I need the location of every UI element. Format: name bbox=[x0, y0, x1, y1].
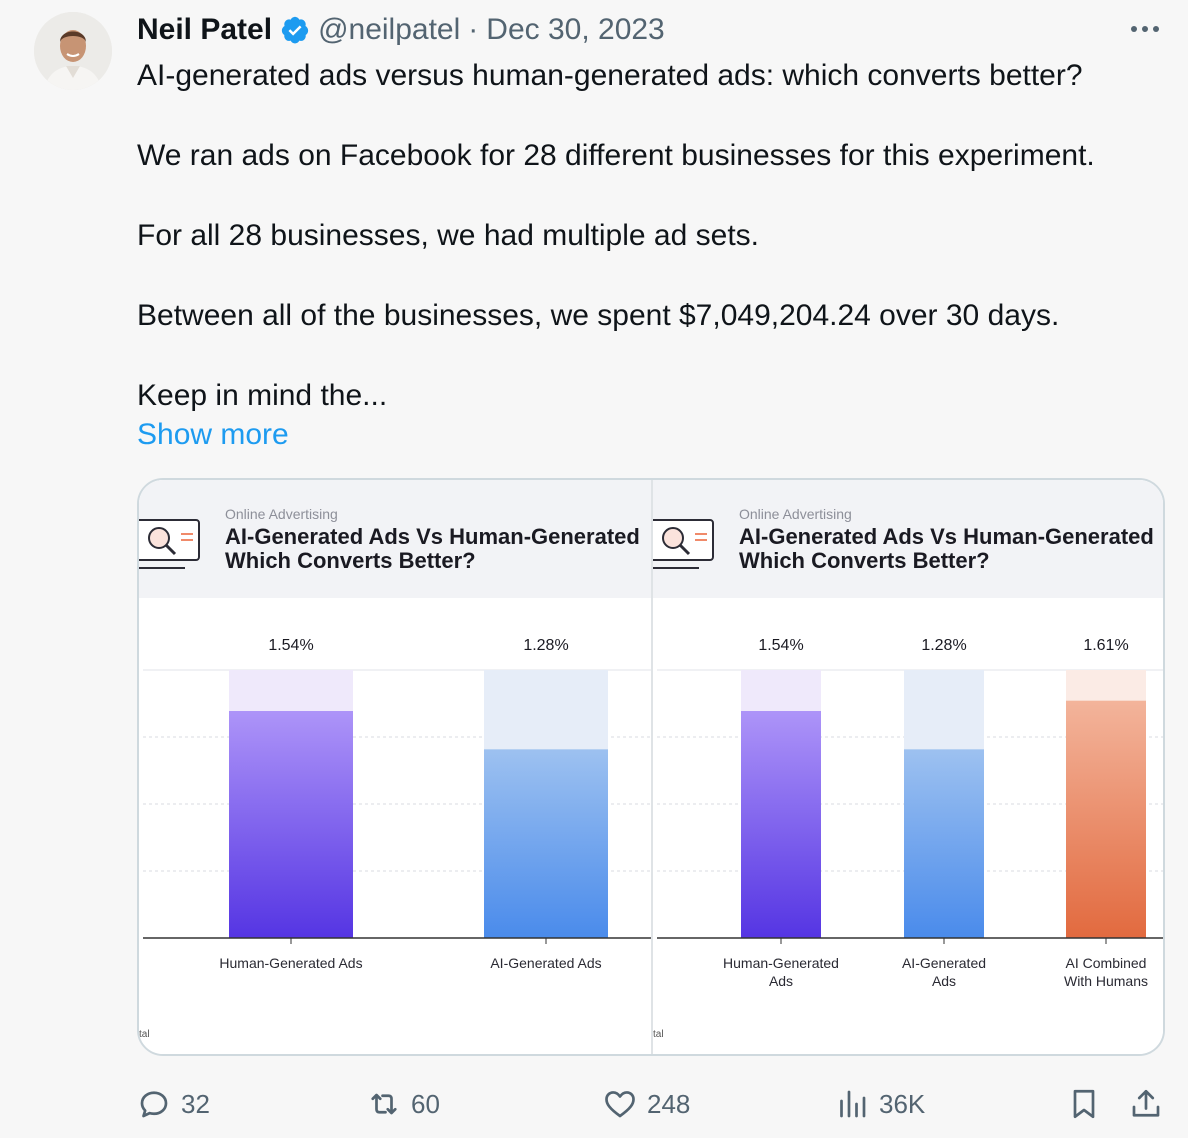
view-count: 36K bbox=[879, 1088, 926, 1119]
cut-label: tal bbox=[139, 1029, 150, 1040]
chart-title: AI-Generated Ads Vs Human-Generated Whic… bbox=[739, 525, 1154, 573]
cut-label: tal bbox=[653, 1029, 664, 1040]
tweet-line: Keep in mind the... bbox=[137, 379, 388, 412]
author-name[interactable]: Neil Patel bbox=[137, 13, 273, 46]
tweet-line bbox=[137, 176, 1147, 216]
media-attachment[interactable]: Online Advertising AI-Generated Ads Vs H… bbox=[137, 478, 1165, 1056]
bar-chart-left: 1.54% Human-Generated Ads 1.28% AI-Generate… bbox=[143, 637, 651, 971]
chart-title-line: AI-Generated Ads Vs Human-Generated bbox=[225, 524, 640, 549]
reply-button[interactable]: 32 bbox=[136, 1080, 210, 1128]
category-label: Human-Generated Ads bbox=[219, 955, 362, 971]
chart-title: AI-Generated Ads Vs Human-Generated Whic… bbox=[225, 525, 640, 573]
bar bbox=[229, 711, 353, 938]
value-label: 1.28% bbox=[523, 637, 568, 654]
monitor-search-icon bbox=[653, 519, 714, 569]
tweet-date[interactable]: Dec 30, 2023 bbox=[486, 13, 665, 46]
bar bbox=[484, 749, 608, 938]
tweet-line: We ran ads on Facebook for 28 different … bbox=[137, 139, 1095, 172]
profile-photo bbox=[34, 12, 112, 90]
tweet-line: For all 28 businesses, we had multiple a… bbox=[137, 219, 759, 252]
value-label: 1.28% bbox=[921, 637, 966, 654]
category-label: AI-Generated bbox=[902, 955, 986, 971]
chart-title-line: Which Converts Better? bbox=[739, 548, 990, 573]
monitor-search-icon bbox=[139, 519, 200, 569]
author-handle[interactable]: @neilpatel bbox=[318, 13, 461, 46]
tweet-text: AI-generated ads versus human-generated … bbox=[137, 56, 1147, 416]
bookmark-icon bbox=[1073, 1089, 1095, 1119]
tweet-line bbox=[137, 336, 1147, 376]
value-label: 1.54% bbox=[758, 637, 803, 654]
tweet-actions: 32 60 248 36K bbox=[0, 1080, 1188, 1128]
repost-icon bbox=[371, 1093, 397, 1115]
views-button[interactable]: 36K bbox=[834, 1080, 925, 1128]
category-label: Human-Generated bbox=[723, 955, 839, 971]
reply-count: 32 bbox=[181, 1088, 210, 1119]
like-button[interactable]: 248 bbox=[602, 1080, 690, 1128]
chart-title-line: AI-Generated Ads Vs Human-Generated bbox=[739, 524, 1154, 549]
chart-header: Online Advertising AI-Generated Ads Vs H… bbox=[139, 480, 651, 598]
avatar[interactable] bbox=[34, 12, 112, 90]
chart-header: Online Advertising AI-Generated Ads Vs H… bbox=[653, 480, 1163, 598]
repost-button[interactable]: 60 bbox=[366, 1080, 440, 1128]
separator-dot: · bbox=[468, 13, 479, 46]
category-label: AI Combined bbox=[1066, 955, 1147, 971]
like-count: 248 bbox=[647, 1088, 691, 1119]
tweet-line bbox=[137, 256, 1147, 296]
show-more-link[interactable]: Show more bbox=[137, 418, 289, 451]
chart-kicker: Online Advertising bbox=[739, 506, 852, 522]
share-icon bbox=[1132, 1089, 1160, 1117]
bar bbox=[741, 711, 821, 938]
analytics-icon bbox=[840, 1090, 866, 1118]
more-options-icon[interactable] bbox=[1128, 14, 1162, 44]
share-button[interactable] bbox=[1128, 1080, 1164, 1128]
chart-title-line: Which Converts Better? bbox=[225, 548, 476, 573]
category-label: AI-Generated Ads bbox=[490, 955, 601, 971]
category-label: With Humans bbox=[1064, 973, 1148, 989]
panel-divider bbox=[651, 480, 653, 1054]
bar-chart-right: 1.54% Human-Generated Ads 1.28% AI-Generated… bbox=[657, 637, 1163, 989]
value-label: 1.54% bbox=[268, 637, 313, 654]
bar bbox=[1066, 700, 1146, 938]
chart-kicker: Online Advertising bbox=[225, 506, 338, 522]
chart-image-right[interactable]: Online Advertising AI-Generated Ads Vs H… bbox=[653, 480, 1163, 1054]
category-label: Ads bbox=[769, 973, 793, 989]
heart-icon bbox=[605, 1091, 635, 1118]
chart-image-left[interactable]: Online Advertising AI-Generated Ads Vs H… bbox=[139, 480, 651, 1054]
bookmark-button[interactable] bbox=[1066, 1080, 1102, 1128]
tweet-header: Neil Patel @neilpatel · Dec 30, 2023 bbox=[137, 10, 665, 50]
tweet-line bbox=[137, 96, 1147, 136]
value-label: 1.61% bbox=[1083, 637, 1128, 654]
verified-badge-icon[interactable] bbox=[280, 15, 310, 45]
tweet-line: Between all of the businesses, we spent … bbox=[137, 299, 1060, 332]
category-label: Ads bbox=[932, 973, 956, 989]
repost-count: 60 bbox=[411, 1088, 440, 1119]
tweet-line: AI-generated ads versus human-generated … bbox=[137, 59, 1083, 92]
reply-icon bbox=[140, 1091, 168, 1118]
bar bbox=[904, 749, 984, 938]
